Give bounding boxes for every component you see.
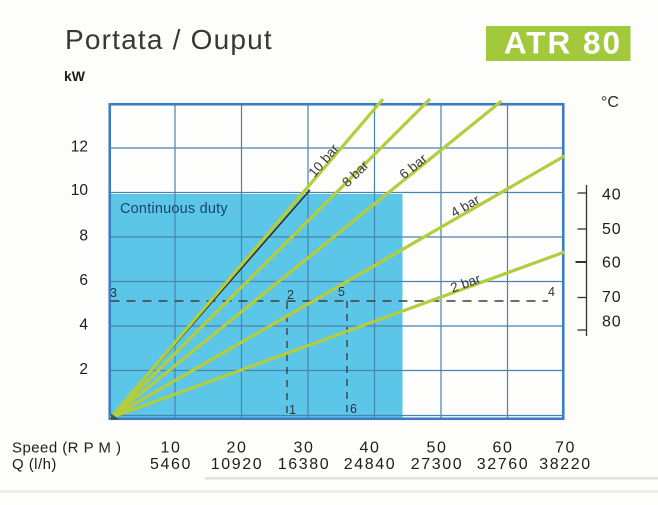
svg-text:5: 5	[338, 285, 345, 299]
svg-text:20: 20	[227, 440, 248, 457]
svg-text:10: 10	[71, 182, 89, 199]
svg-text:°C: °C	[601, 94, 619, 111]
svg-text:38220: 38220	[539, 456, 592, 473]
svg-text:70: 70	[602, 289, 621, 306]
svg-text:50: 50	[602, 221, 621, 238]
svg-text:70: 70	[555, 440, 576, 457]
svg-text:4: 4	[79, 317, 88, 334]
svg-text:32760: 32760	[477, 456, 530, 473]
svg-text:10: 10	[161, 440, 182, 457]
svg-text:1: 1	[289, 403, 296, 417]
svg-text:4: 4	[548, 285, 555, 299]
svg-text:ATR 80: ATR 80	[504, 25, 622, 61]
svg-text:kW: kW	[64, 68, 86, 84]
svg-text:6: 6	[350, 402, 357, 416]
svg-text:10920: 10920	[211, 456, 264, 473]
svg-text:Q (l/h): Q (l/h)	[12, 456, 57, 473]
svg-text:Speed (R P M ): Speed (R P M )	[12, 440, 121, 457]
svg-text:3: 3	[110, 286, 117, 300]
svg-text:8: 8	[79, 228, 88, 245]
svg-text:16380: 16380	[278, 456, 331, 473]
svg-text:5460: 5460	[150, 456, 192, 473]
svg-text:30: 30	[294, 440, 315, 457]
svg-text:80: 80	[602, 314, 621, 331]
svg-text:6: 6	[79, 272, 88, 289]
svg-text:2: 2	[287, 288, 294, 302]
svg-text:Portata / Ouput: Portata / Ouput	[65, 24, 273, 55]
svg-text:60: 60	[493, 440, 514, 457]
svg-text:Continuous duty: Continuous duty	[120, 201, 228, 217]
svg-text:60: 60	[602, 255, 621, 272]
svg-text:2: 2	[79, 361, 88, 378]
svg-text:27300: 27300	[411, 456, 464, 473]
svg-text:40: 40	[602, 187, 621, 204]
svg-text:50: 50	[427, 440, 448, 457]
svg-text:24840: 24840	[344, 456, 397, 473]
svg-text:40: 40	[360, 440, 381, 457]
svg-text:12: 12	[71, 139, 88, 156]
